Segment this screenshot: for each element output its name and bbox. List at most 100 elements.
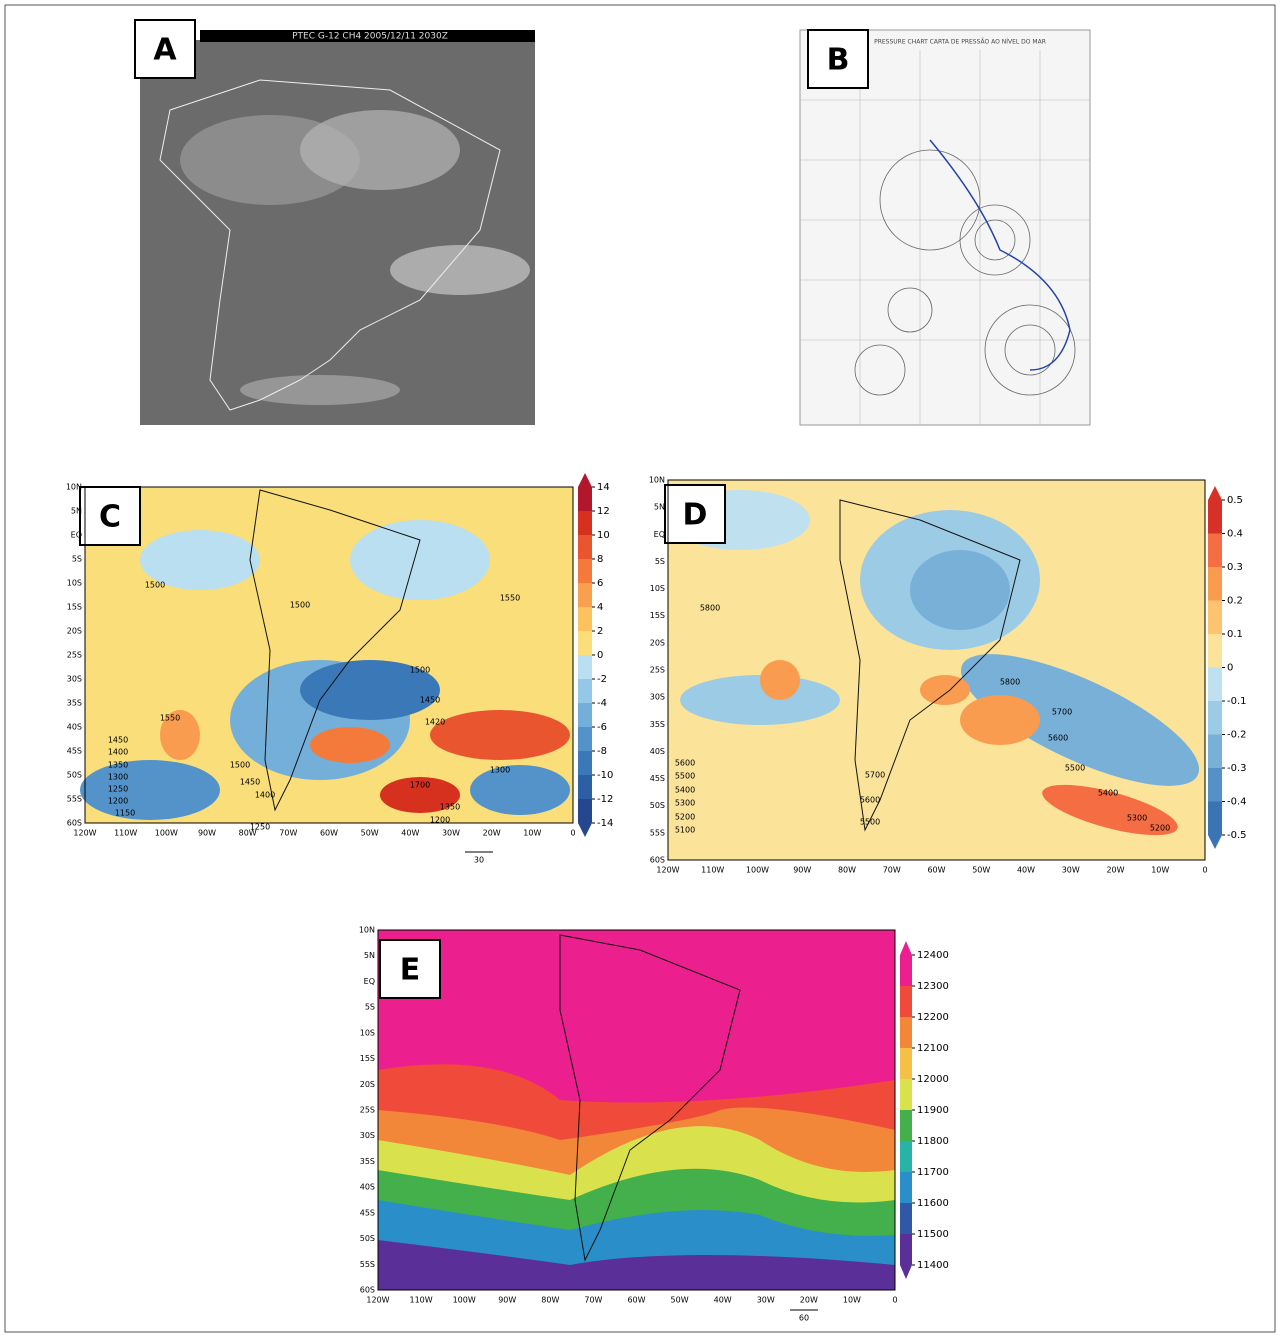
lon-label: 10W — [843, 1296, 861, 1305]
contour-label: 1700 — [410, 781, 430, 790]
lat-label: 60S — [650, 856, 665, 865]
lon-label: 110W — [114, 829, 137, 838]
lat-label: 15S — [67, 603, 82, 612]
colorbar-label: 10 — [597, 530, 610, 541]
colorbar-band — [578, 751, 592, 775]
colorbar-label: -2 — [597, 674, 607, 685]
lon-label: 60W — [320, 829, 338, 838]
lat-label: 25S — [67, 651, 82, 660]
lat-label: 45S — [360, 1208, 375, 1217]
lon-label: 20W — [800, 1296, 818, 1305]
lat-label: 25S — [650, 666, 665, 675]
colorbar-label: 11400 — [917, 1260, 949, 1271]
contour-label: 5600 — [675, 759, 695, 768]
lon-label: 120W — [73, 829, 96, 838]
lon-label: 90W — [498, 1296, 516, 1305]
colorbar-band — [578, 535, 592, 559]
colorbar-label: -0.1 — [1227, 696, 1247, 707]
lat-label: EQ — [71, 531, 82, 540]
lat-label: 40S — [360, 1183, 375, 1192]
colorbar-label: 11700 — [917, 1167, 949, 1178]
contour-label: 1200 — [108, 797, 128, 806]
colorbar-label: 12200 — [917, 1012, 949, 1023]
lon-label: 0 — [892, 1296, 897, 1305]
colorbar-band — [578, 727, 592, 751]
map-d — [668, 480, 1215, 860]
lat-label: 40S — [67, 723, 82, 732]
contour-label: 5600 — [860, 796, 880, 805]
colorbar-label: 11500 — [917, 1229, 949, 1240]
lat-label: 5N — [654, 503, 665, 512]
contour-label: 1200 — [430, 816, 450, 825]
colorbar-label: 2 — [597, 626, 603, 637]
colorbar-label: 0.2 — [1227, 596, 1243, 607]
colorbar-label: 12 — [597, 506, 610, 517]
colorbar-label: 11600 — [917, 1198, 949, 1209]
lat-label: 60S — [67, 819, 82, 828]
lat-label: 35S — [67, 699, 82, 708]
lat-label: 10N — [359, 926, 375, 935]
lat-label: EQ — [654, 530, 665, 539]
colorbar-label: -8 — [597, 746, 607, 757]
image-header: PTEC G-12 CH4 2005/12/11 2030Z — [292, 32, 448, 42]
lon-label: 0 — [570, 829, 575, 838]
colorbar-band — [1208, 534, 1222, 568]
vector-key: 30 — [474, 856, 484, 865]
lon-label: 110W — [409, 1296, 432, 1305]
lon-label: 30W — [1062, 866, 1080, 875]
colorbar-band — [578, 511, 592, 535]
contour-label: 5500 — [675, 772, 695, 781]
contour-label: 1550 — [500, 594, 520, 603]
panel-label: E — [400, 953, 421, 988]
lat-label: 20S — [650, 638, 665, 647]
chart-header: PRESSURE CHART CARTA DE PRESSÃO AO NÍVEL… — [874, 39, 1046, 46]
vector-key: 60 — [799, 1314, 809, 1323]
colorbar-label: -12 — [597, 794, 613, 805]
colorbar-label: 12100 — [917, 1043, 949, 1054]
lon-label: 70W — [584, 1296, 602, 1305]
colorbar-band — [1208, 601, 1222, 635]
contour-label: 1450 — [420, 696, 440, 705]
colorbar-band — [578, 559, 592, 583]
lon-label: 120W — [366, 1296, 389, 1305]
contour-label: 1500 — [290, 601, 310, 610]
satellite-image — [140, 30, 535, 425]
lat-label: 20S — [67, 627, 82, 636]
colorbar-end — [578, 823, 592, 837]
contour-label: 5100 — [675, 826, 695, 835]
colorbar-end — [900, 941, 912, 955]
contour-label: 5800 — [1000, 678, 1020, 687]
contour-label: 5500 — [1065, 764, 1085, 773]
lat-label: 10S — [360, 1028, 375, 1037]
colorbar-label: 12000 — [917, 1074, 949, 1085]
lat-label: 10S — [650, 584, 665, 593]
colorbar-label: -4 — [597, 698, 607, 709]
colorbar-band — [578, 799, 592, 823]
contour-label: 5700 — [865, 771, 885, 780]
lon-label: 70W — [883, 866, 901, 875]
colorbar-label: 11800 — [917, 1136, 949, 1147]
colorbar-label: 12300 — [917, 981, 949, 992]
colorbar-band — [1208, 701, 1222, 735]
contour-label: 1500 — [230, 761, 250, 770]
lat-label: 50S — [650, 801, 665, 810]
lat-label: 60S — [360, 1286, 375, 1295]
lat-label: 55S — [650, 828, 665, 837]
contour-label: 1420 — [425, 718, 445, 727]
colorbar-band — [1208, 768, 1222, 802]
colorbar-label: 0.1 — [1227, 629, 1243, 640]
colorbar-label: 8 — [597, 554, 603, 565]
colorbar-label: 0 — [597, 650, 603, 661]
panel-label: C — [99, 500, 121, 535]
lon-label: 50W — [972, 866, 990, 875]
contour-label: 1350 — [108, 761, 128, 770]
lat-label: 5S — [655, 557, 665, 566]
colorbar-label: 0.3 — [1227, 562, 1243, 573]
contour-label: 5300 — [1127, 814, 1147, 823]
colorbar-label: 0 — [1227, 663, 1233, 674]
contour-label: 1150 — [115, 809, 135, 818]
lon-label: 100W — [746, 866, 769, 875]
lat-label: 5N — [71, 507, 82, 516]
contour-label: 5800 — [700, 604, 720, 613]
lat-label: 40S — [650, 747, 665, 756]
